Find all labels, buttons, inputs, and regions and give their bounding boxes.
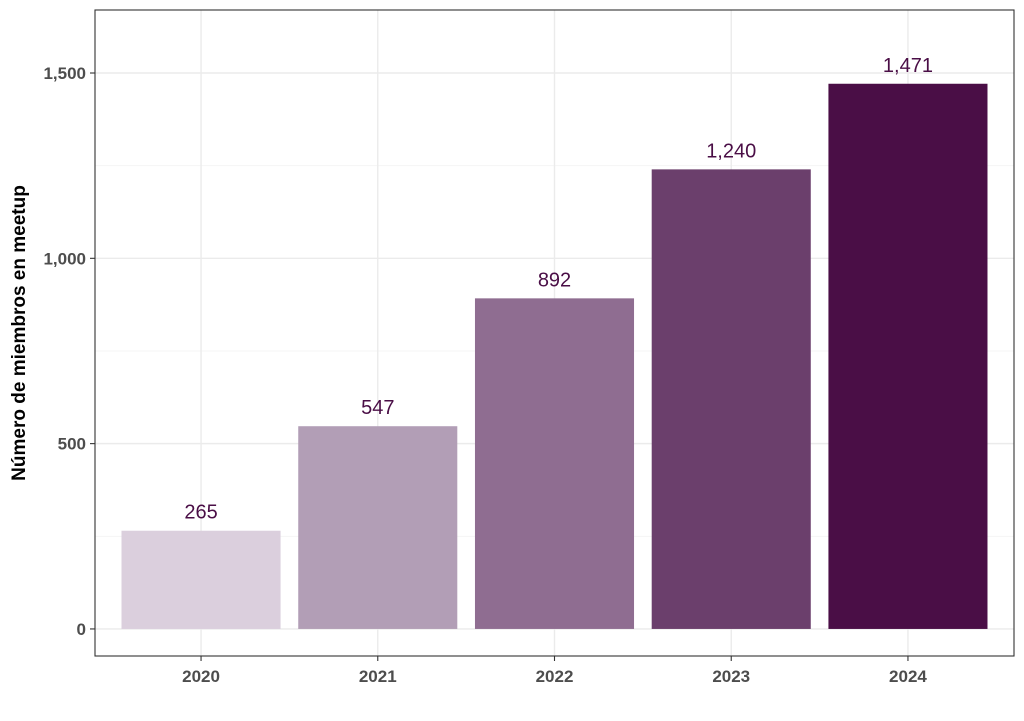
bar-2023	[651, 169, 811, 629]
value-label-2021: 547	[361, 397, 394, 419]
x-axis: 2020 2021 2022 2023 2024	[182, 656, 927, 686]
x-tick-label-2024: 2024	[889, 667, 927, 686]
bar-2022	[474, 298, 635, 629]
x-tick-label-2021: 2021	[359, 667, 397, 686]
bars	[121, 83, 988, 629]
bar-2020	[121, 530, 281, 629]
value-label-2022: 892	[538, 269, 571, 291]
x-tick-label-2023: 2023	[712, 667, 750, 686]
y-axis-title: Número de miembros en meetup	[9, 185, 30, 481]
y-tick-label: 1,000	[43, 249, 86, 268]
x-tick-label-2022: 2022	[536, 667, 574, 686]
value-label-2023: 1,240	[706, 140, 756, 162]
x-tick-label-2020: 2020	[182, 667, 220, 686]
y-axis: 0 500 1,000 1,500	[43, 64, 95, 639]
y-tick-label: 1,500	[43, 64, 86, 83]
y-tick-label: 500	[58, 435, 86, 454]
y-tick-label: 0	[77, 620, 86, 639]
value-label-2020: 265	[184, 502, 217, 524]
value-label-2024: 1,471	[883, 55, 933, 77]
bar-2024	[828, 83, 988, 629]
value-labels: 265 547 892 1,240 1,471	[184, 55, 933, 524]
bar-2021	[298, 426, 458, 629]
